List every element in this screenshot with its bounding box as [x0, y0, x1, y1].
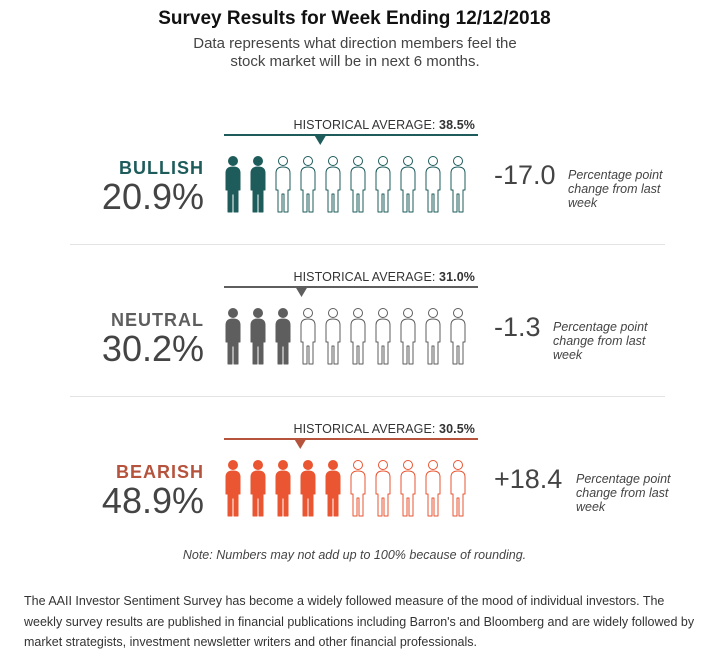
person-icon-empty [450, 460, 466, 517]
person-icon-empty [375, 460, 391, 517]
weekly-change-note: Percentage point change from last week [576, 472, 671, 514]
row-neutral: HISTORICAL AVERAGE: 31.0% NEUTRAL 30.2% -1.… [0, 270, 709, 410]
weekly-change-note: Percentage point change from last week [553, 320, 648, 362]
historical-average-marker [224, 134, 478, 145]
historical-average-prefix: HISTORICAL AVERAGE: [293, 270, 440, 284]
historical-average-value: 30.5% [439, 422, 475, 436]
person-icon-empty [450, 156, 466, 213]
person-icon-empty [375, 308, 391, 365]
person-icon-filled [225, 460, 241, 517]
person-icon-filled [275, 460, 291, 517]
person-icon-empty [425, 308, 441, 365]
person-icon-empty [400, 308, 416, 365]
row-bullish: HISTORICAL AVERAGE: 38.5% BULLISH 20.9% -17… [0, 118, 709, 258]
survey-description: The AAII Investor Sentiment Survey has b… [24, 594, 695, 649]
sentiment-label: BEARISH [115, 462, 204, 482]
weekly-change-value: -17.0 [494, 160, 556, 190]
historical-average-marker [224, 438, 478, 449]
person-icon-empty [375, 156, 391, 213]
person-icons [225, 460, 466, 517]
historical-average-label: HISTORICAL AVERAGE: 30.5% [225, 422, 475, 436]
sentiment-percentage: 48.9% [101, 480, 204, 521]
historical-average-label: HISTORICAL AVERAGE: 31.0% [225, 270, 475, 284]
person-icon-empty [325, 156, 341, 213]
sentiment-label: NEUTRAL [111, 310, 204, 330]
person-icons [225, 156, 466, 213]
person-icon-filled [225, 308, 241, 365]
row-divider [70, 244, 665, 245]
person-icon-empty [325, 308, 341, 365]
person-icon-empty [275, 156, 291, 213]
person-icon-empty [450, 308, 466, 365]
person-icon-empty [400, 156, 416, 213]
person-icon-filled [275, 308, 291, 365]
chart-subtitle: Data represents what direction members f… [193, 35, 517, 70]
person-icon-empty [350, 156, 366, 213]
person-icon-filled [225, 156, 241, 213]
sentiment-percentage: 30.2% [101, 328, 204, 369]
historical-average-prefix: HISTORICAL AVERAGE: [293, 118, 440, 132]
historical-average-marker [224, 286, 478, 297]
rounding-note: Note: Numbers may not add up to 100% bec… [182, 548, 527, 562]
historical-average-triangle [295, 287, 308, 297]
person-icon-filled [250, 156, 266, 213]
person-icon-empty [425, 156, 441, 213]
weekly-change-value: -1.3 [494, 312, 541, 342]
person-icon-filled [325, 460, 341, 517]
person-icon-filled [300, 460, 316, 517]
row-divider [70, 396, 665, 397]
chart-title: Survey Results for Week Ending 12/12/201… [158, 8, 551, 29]
historical-average-value: 31.0% [439, 270, 475, 284]
sentiment-label: BULLISH [119, 158, 204, 178]
historical-average-value: 38.5% [439, 118, 475, 132]
person-icon-empty [300, 308, 316, 365]
person-icons [225, 308, 466, 365]
sentiment-percentage: 20.9% [101, 176, 204, 217]
row-bearish: HISTORICAL AVERAGE: 30.5% BEARISH 48.9% +18… [0, 422, 709, 562]
person-icon-filled [250, 460, 266, 517]
person-icon-empty [350, 308, 366, 365]
person-icon-empty [425, 460, 441, 517]
person-icon-empty [300, 156, 316, 213]
historical-average-triangle [294, 439, 307, 449]
historical-average-prefix: HISTORICAL AVERAGE: [293, 422, 440, 436]
weekly-change-note: Percentage point change from last week [568, 168, 663, 210]
historical-average-triangle [314, 135, 327, 145]
person-icon-empty [400, 460, 416, 517]
person-icon-filled [250, 308, 266, 365]
historical-average-label: HISTORICAL AVERAGE: 38.5% [225, 118, 475, 132]
weekly-change-value: +18.4 [494, 464, 563, 494]
person-icon-empty [350, 460, 366, 517]
